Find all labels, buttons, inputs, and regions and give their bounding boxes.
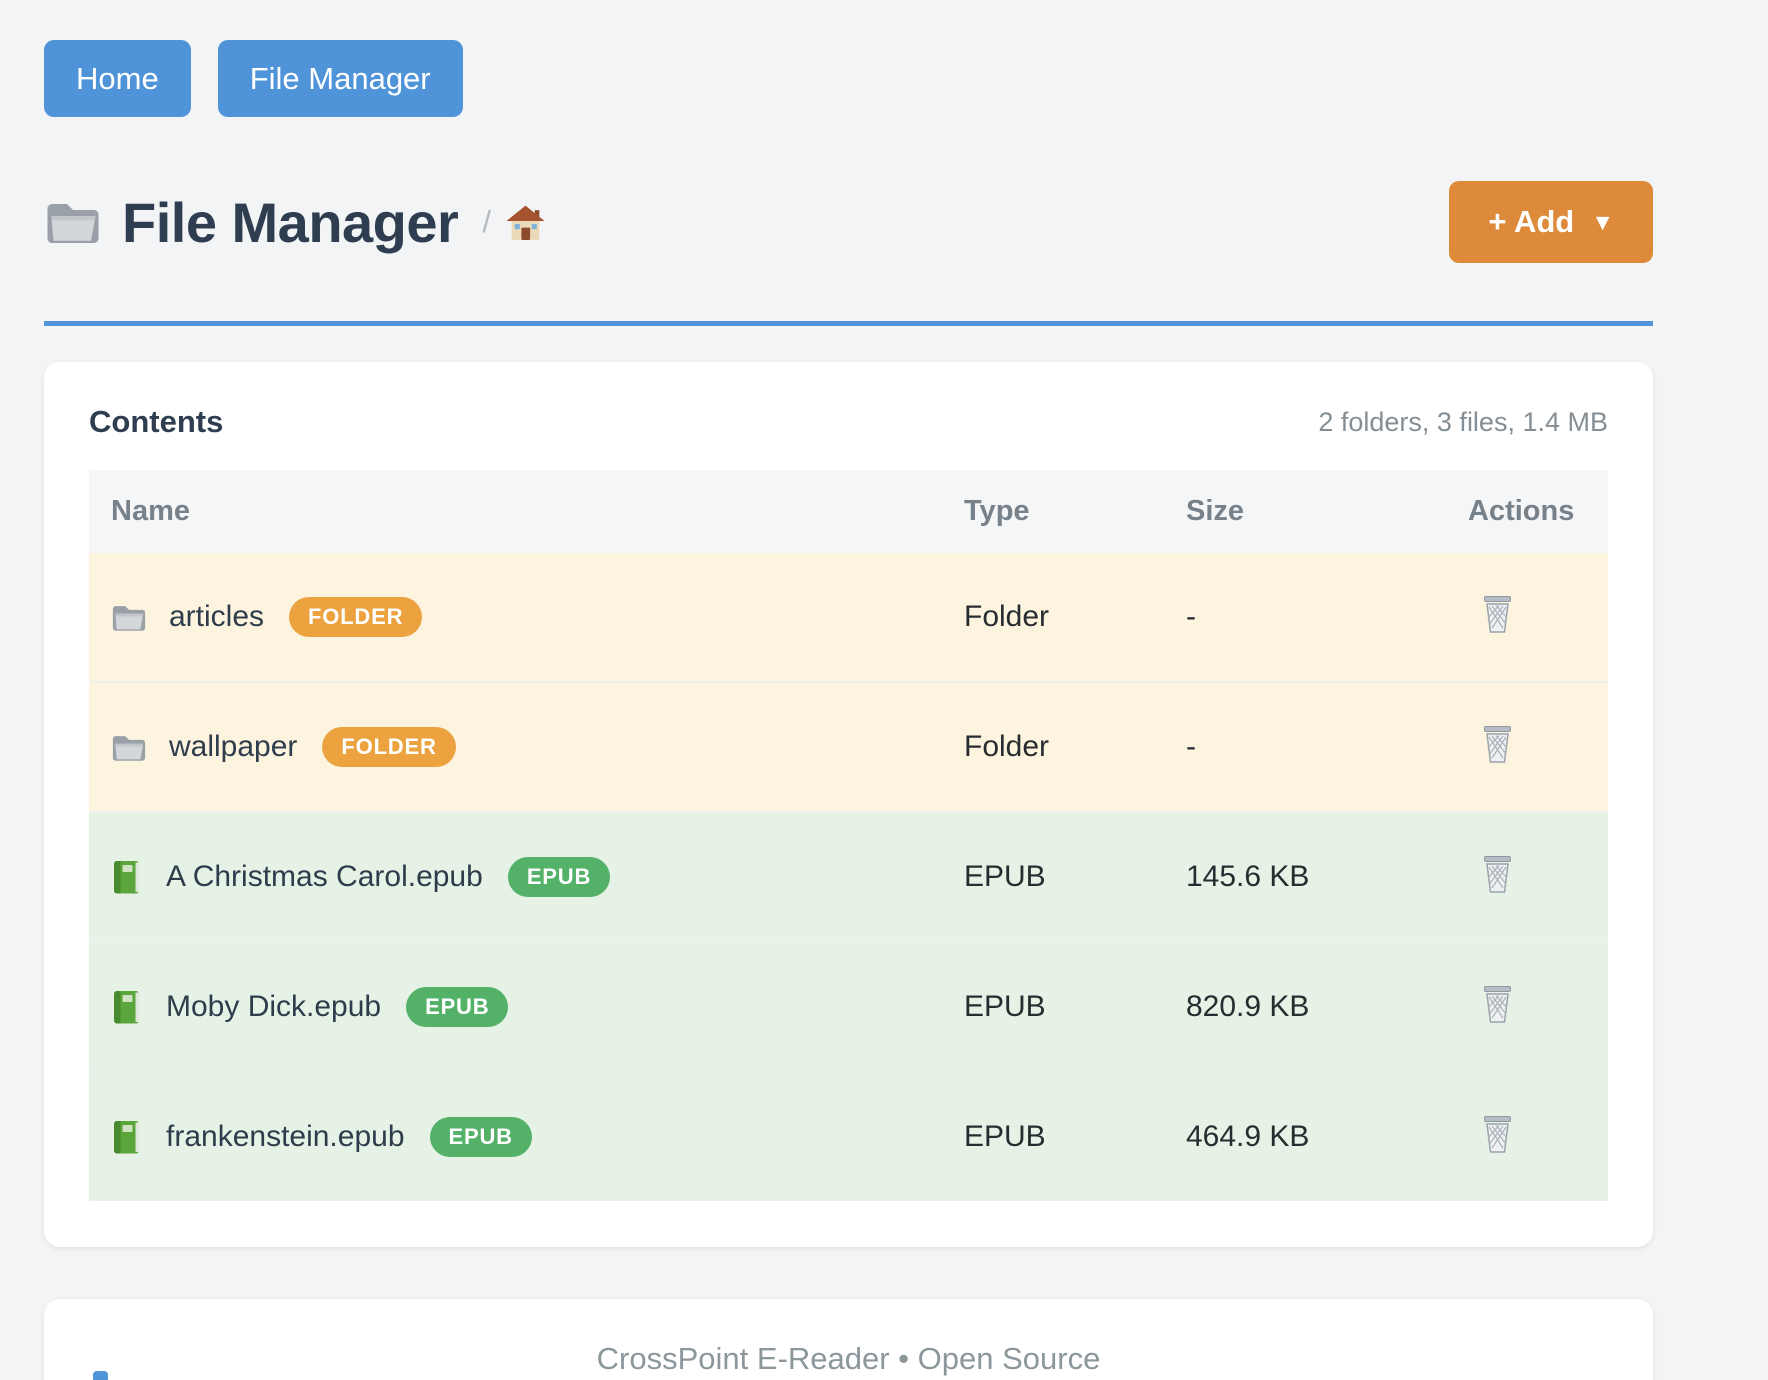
header-divider	[44, 321, 1653, 326]
file-name-link[interactable]: frankenstein.epub	[166, 1120, 405, 1153]
type-cell: EPUB	[964, 941, 1186, 1072]
file-name-link[interactable]: Moby Dick.epub	[166, 990, 382, 1023]
add-button-label: + Add	[1488, 204, 1575, 239]
green-book-icon	[114, 860, 139, 893]
trash-icon	[1483, 985, 1512, 1023]
folder-icon	[112, 735, 146, 761]
breadcrumb-separator: /	[482, 204, 491, 239]
delete-button[interactable]	[1478, 982, 1517, 1026]
contents-card-header: Contents 2 folders, 3 files, 1.4 MB	[89, 404, 1608, 440]
type-cell: EPUB	[964, 1071, 1186, 1201]
type-cell: Folder	[964, 681, 1186, 812]
size-cell: -	[1186, 553, 1468, 682]
size-cell: 464.9 KB	[1186, 1071, 1468, 1201]
size-cell: 820.9 KB	[1186, 941, 1468, 1072]
contents-summary: 2 folders, 3 files, 1.4 MB	[1318, 406, 1608, 437]
table-row: A Christmas Carol.epub EPUB EPUB 145.6 K…	[89, 811, 1608, 942]
size-cell: 145.6 KB	[1186, 811, 1468, 942]
contents-table: Name Type Size Actions articles FOLDER	[89, 470, 1608, 1201]
delete-button[interactable]	[1478, 592, 1517, 636]
table-row: Moby Dick.epub EPUB EPUB 820.9 KB	[89, 941, 1608, 1072]
table-header-row: Name Type Size Actions	[89, 470, 1608, 553]
name-cell: A Christmas Carol.epub EPUB	[111, 857, 964, 897]
delete-button[interactable]	[1478, 852, 1517, 896]
table-row: articles FOLDER Folder -	[89, 553, 1608, 682]
name-cell: wallpaper FOLDER	[111, 727, 964, 767]
table-row: frankenstein.epub EPUB EPUB 464.9 KB	[89, 1071, 1608, 1201]
contents-title: Contents	[89, 404, 224, 439]
chevron-down-icon: ▼	[1591, 208, 1614, 235]
clipped-button-top-edge	[93, 1371, 108, 1380]
folder-badge: FOLDER	[289, 597, 423, 637]
name-cell: frankenstein.epub EPUB	[111, 1117, 964, 1157]
trash-icon	[1483, 1115, 1512, 1153]
type-cell: Folder	[964, 553, 1186, 682]
delete-button[interactable]	[1478, 1112, 1517, 1156]
top-nav: Home File Manager	[44, 0, 1653, 117]
type-cell: EPUB	[964, 811, 1186, 942]
folder-name-link[interactable]: articles	[169, 600, 265, 633]
trash-icon	[1483, 855, 1512, 893]
green-book-icon	[114, 990, 139, 1023]
name-cell: Moby Dick.epub EPUB	[111, 987, 964, 1027]
folder-icon	[47, 204, 99, 243]
green-book-icon	[114, 1120, 139, 1153]
folder-badge: FOLDER	[322, 727, 456, 767]
home-icon[interactable]	[506, 204, 545, 241]
delete-button[interactable]	[1478, 722, 1517, 766]
epub-badge: EPUB	[507, 857, 611, 897]
add-button[interactable]: + Add ▼	[1449, 181, 1653, 263]
title-group: File Manager /	[44, 190, 545, 255]
content-container: Home File Manager File Manager / + Add ▼	[44, 0, 1653, 1380]
contents-card: Contents 2 folders, 3 files, 1.4 MB Name…	[44, 362, 1653, 1247]
trash-icon	[1483, 595, 1512, 633]
size-cell: -	[1186, 681, 1468, 812]
file-name-link[interactable]: A Christmas Carol.epub	[166, 860, 483, 893]
column-header-size: Size	[1186, 470, 1468, 553]
footer-text: CrossPoint E-Reader • Open Source	[596, 1341, 1101, 1376]
column-header-name: Name	[89, 470, 964, 553]
trash-icon	[1483, 725, 1512, 763]
epub-badge: EPUB	[406, 987, 509, 1027]
footer-card: CrossPoint E-Reader • Open Source	[44, 1299, 1653, 1380]
folder-name-link[interactable]: wallpaper	[169, 730, 298, 763]
name-cell: articles FOLDER	[111, 597, 964, 637]
page-header: File Manager / + Add ▼	[44, 181, 1653, 263]
nav-home-button[interactable]: Home	[44, 40, 191, 117]
page-title: File Manager	[122, 190, 459, 254]
table-row: wallpaper FOLDER Folder -	[89, 681, 1608, 812]
column-header-type: Type	[964, 470, 1186, 553]
column-header-actions: Actions	[1468, 470, 1608, 553]
folder-icon	[112, 605, 146, 631]
nav-file-manager-button[interactable]: File Manager	[217, 40, 463, 117]
epub-badge: EPUB	[429, 1117, 532, 1157]
